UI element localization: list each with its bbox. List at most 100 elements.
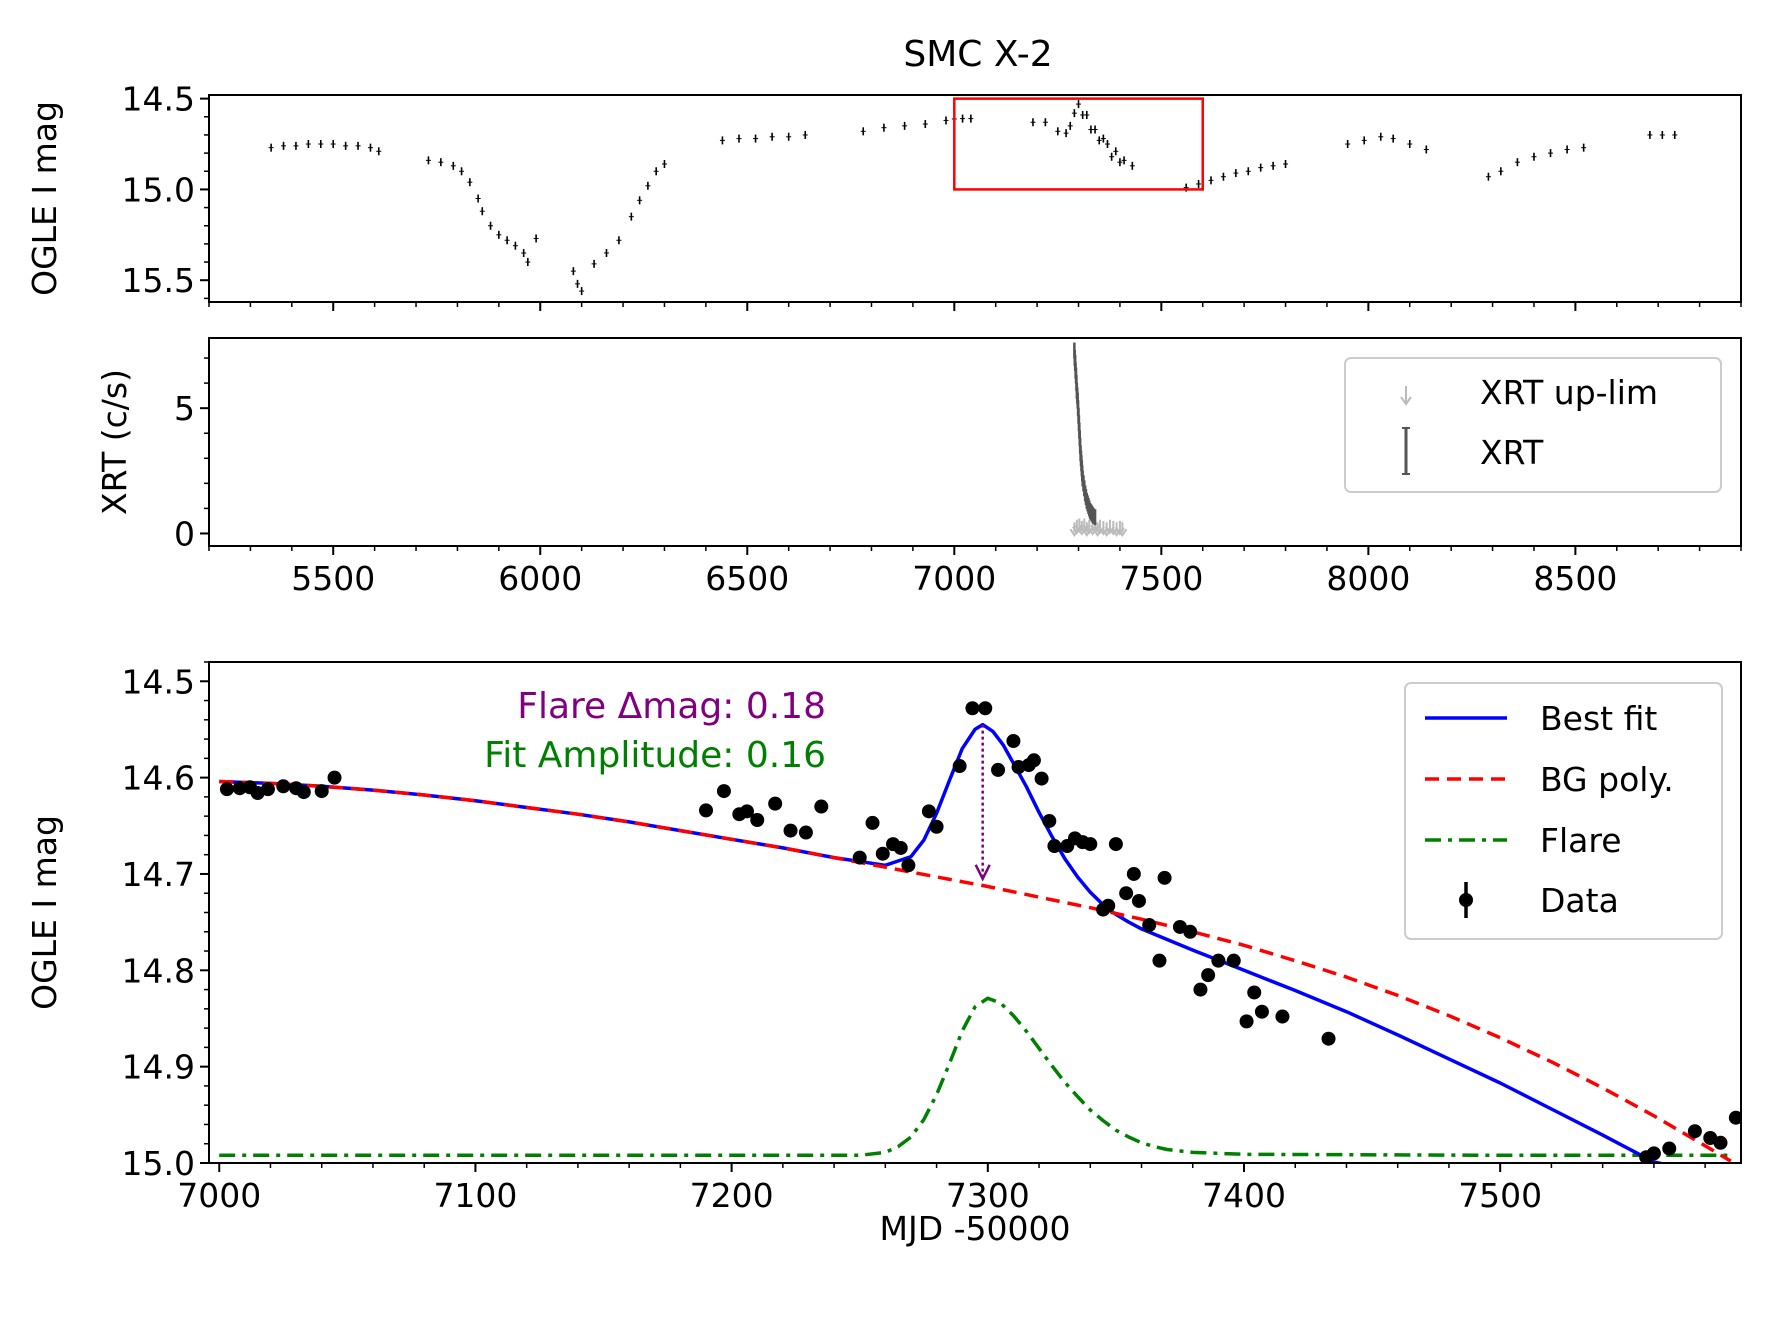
data-point	[1083, 837, 1098, 852]
data-point	[852, 850, 867, 865]
data-point	[991, 762, 1006, 777]
data-point	[1226, 953, 1241, 968]
chart-title: SMC X-2	[903, 34, 1052, 75]
x-tick-label: 6000	[498, 559, 582, 598]
data-point	[965, 701, 980, 716]
data-point	[1101, 898, 1116, 913]
x-tick-label: 7000	[912, 559, 996, 598]
data-point	[798, 825, 813, 840]
annotation-flare-dmag: Flare Δmag: 0.18	[517, 686, 826, 727]
zoom-region-box	[953, 97, 1204, 191]
data-point	[1254, 1004, 1269, 1019]
y-tick-label: 0	[174, 514, 195, 553]
plot-area	[219, 701, 1741, 1163]
x-tick-label: 8500	[1533, 559, 1617, 598]
data-point	[699, 803, 714, 818]
y-tick-label: 15.0	[122, 170, 195, 209]
bg-poly-line	[219, 779, 1732, 1163]
y-tick-label: 14.5	[122, 80, 195, 119]
data-point	[232, 781, 247, 796]
data-point	[768, 796, 783, 811]
y-tick-label: 15.0	[122, 1144, 195, 1183]
x-axis-label: MJD -50000	[880, 1209, 1071, 1248]
data-point	[1183, 924, 1198, 939]
legend-uplim-arrowhead	[1400, 396, 1412, 406]
xrt-legend: XRT up-lim XRT	[1344, 357, 1722, 493]
x-tick-label: 7500	[1119, 559, 1203, 598]
x-tick-label: 8000	[1326, 559, 1410, 598]
data-point	[716, 784, 731, 799]
data-point	[875, 846, 890, 861]
x-tick-label: 7000	[177, 1176, 261, 1215]
data-point	[1662, 1141, 1677, 1156]
data-point	[901, 858, 916, 873]
data-point	[1108, 837, 1123, 852]
data-point	[1034, 771, 1049, 786]
x-tick-label: 7400	[1202, 1176, 1286, 1215]
legend-label-xrt: XRT	[1480, 433, 1544, 472]
plot-frame	[208, 337, 1742, 547]
legend-label: Data	[1540, 881, 1619, 920]
data-point	[219, 782, 234, 797]
data-point	[1275, 1009, 1290, 1024]
x-tick-label: 5500	[291, 559, 375, 598]
fit-legend: Best fit BG poly. Flare Data	[1404, 682, 1723, 940]
y-axis-label: OGLE I mag	[25, 101, 64, 296]
data-point	[893, 840, 908, 855]
data-point	[814, 799, 829, 814]
data-point	[750, 813, 765, 828]
data-point	[260, 782, 275, 797]
data-point	[1126, 866, 1141, 881]
data-point	[783, 823, 798, 838]
data-point	[1152, 953, 1167, 968]
x-tick-label: 7200	[690, 1176, 774, 1215]
y-tick-label: 14.8	[122, 951, 195, 990]
data-point	[296, 785, 311, 800]
legend-label: Flare	[1540, 821, 1622, 860]
data-point	[1042, 813, 1057, 828]
data-point	[314, 784, 329, 799]
data-point	[739, 804, 754, 819]
panel-xrt: 5500 6000 6500 7000 7500 8000 8500 0 5 XRT (c/s) X…	[95, 337, 1742, 598]
y-tick-label: 14.5	[122, 662, 195, 701]
annotation-fit-amplitude: Fit Amplitude: 0.16	[484, 735, 826, 776]
flare-line	[219, 996, 1731, 1158]
legend-label-xrt-uplim: XRT up-lim	[1480, 373, 1658, 412]
y-tick-label: 14.6	[122, 759, 195, 798]
y-axis-label: XRT (c/s)	[95, 369, 134, 515]
data-point	[1239, 1014, 1254, 1029]
data-point	[1687, 1124, 1702, 1139]
data-point	[1247, 985, 1262, 1000]
legend-frame	[1404, 682, 1723, 940]
data-point	[1211, 953, 1226, 968]
data-point	[1728, 1110, 1741, 1125]
legend-frame	[1344, 357, 1722, 493]
legend-data-marker	[1459, 893, 1473, 907]
panel-ogle-overview: SMC X-2 14.5 15.0 15.5 OGLE I mag	[25, 34, 1742, 311]
legend-label: BG poly.	[1540, 760, 1674, 799]
y-axis-label: OGLE I mag	[25, 815, 64, 1010]
data-point	[952, 759, 967, 774]
data-point	[978, 701, 993, 716]
data-point	[1026, 753, 1041, 768]
data-point	[1131, 893, 1146, 908]
legend-label: Best fit	[1540, 699, 1657, 738]
data-point	[276, 779, 291, 794]
data-point	[929, 819, 944, 834]
data-point	[1142, 918, 1157, 933]
data-point	[327, 770, 342, 785]
xrt-uplim-arrowhead	[1072, 526, 1082, 535]
x-tick-label: 6500	[705, 559, 789, 598]
y-tick-label: 15.5	[122, 261, 195, 300]
x-tick-label: 7300	[946, 1176, 1030, 1215]
data-point	[1193, 982, 1208, 997]
data-point	[1119, 886, 1134, 901]
x-tick-label: 7500	[1458, 1176, 1542, 1215]
y-tick-label: 5	[174, 389, 195, 428]
panel-ogle-zoom: Flare Δmag: 0.18 Fit Amplitude: 0.16 7000 7…	[25, 661, 1742, 1248]
data-point	[1006, 734, 1021, 749]
xrt-uplim-arrowhead	[1117, 528, 1128, 538]
data-point	[1713, 1135, 1728, 1150]
data-point	[1201, 968, 1216, 983]
